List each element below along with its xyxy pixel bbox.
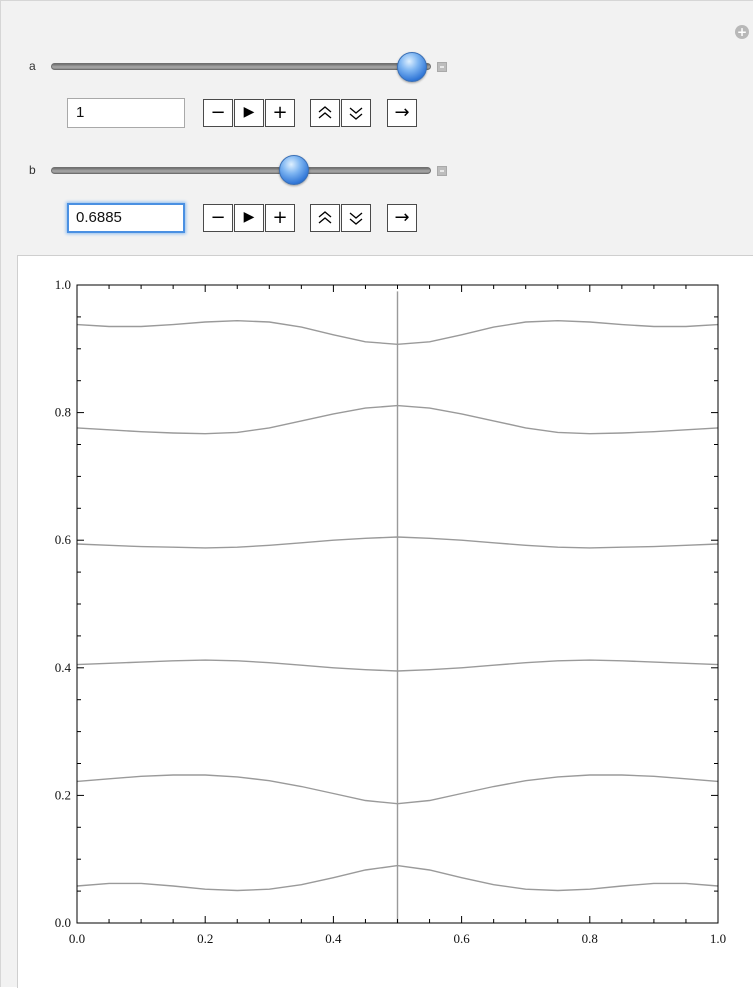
slider-b-thumb[interactable] bbox=[278, 155, 309, 185]
x-tick-label: 1.0 bbox=[710, 931, 726, 946]
y-tick-label: 0.8 bbox=[55, 405, 71, 420]
direction-button-b[interactable]: → bbox=[387, 204, 417, 232]
double-chevron-up-icon bbox=[318, 106, 332, 119]
x-tick-label: 0.8 bbox=[582, 931, 598, 946]
x-tick-label: 0.4 bbox=[325, 931, 342, 946]
y-tick-label: 0.0 bbox=[55, 915, 71, 930]
faster-button-b[interactable] bbox=[310, 204, 340, 232]
slider-a-track[interactable] bbox=[51, 63, 431, 70]
double-chevron-up-icon bbox=[318, 211, 332, 224]
double-chevron-down-icon bbox=[349, 107, 363, 120]
decrement-button-b[interactable]: − bbox=[203, 204, 233, 232]
decrement-button-a[interactable]: − bbox=[203, 99, 233, 127]
plot-area: 0.0 0.2 0.4 0.6 0.8 1.0 0.0 0.2 0.4 0.6 0.8 1.0 bbox=[17, 255, 753, 988]
slider-a-label: a bbox=[29, 59, 36, 73]
play-button-a[interactable]: ▶ bbox=[234, 99, 264, 127]
slower-button-b[interactable] bbox=[341, 204, 371, 232]
faster-button-a[interactable] bbox=[310, 99, 340, 127]
y-tick-label: 1.0 bbox=[55, 277, 71, 292]
expand-box-icon[interactable] bbox=[437, 166, 447, 176]
y-tick-label: 0.6 bbox=[55, 532, 72, 547]
play-button-b[interactable]: ▶ bbox=[234, 204, 264, 232]
x-tick-label: 0.6 bbox=[453, 931, 470, 946]
x-tick-label: 0.0 bbox=[69, 931, 85, 946]
slider-b-label: b bbox=[29, 163, 36, 177]
increment-button-b[interactable]: + bbox=[265, 204, 295, 232]
direction-button-a[interactable]: → bbox=[387, 99, 417, 127]
slider-a-value-field[interactable]: 1 bbox=[67, 98, 185, 128]
slider-b-track[interactable] bbox=[51, 167, 431, 174]
line-chart: 0.0 0.2 0.4 0.6 0.8 1.0 0.0 0.2 0.4 0.6 0.8 1.0 bbox=[55, 277, 726, 946]
increment-button-a[interactable]: + bbox=[265, 99, 295, 127]
tick-layer: 0.0 0.2 0.4 0.6 0.8 1.0 0.0 0.2 0.4 0.6 0.8 1.0 bbox=[55, 277, 726, 946]
slider-b-value-field[interactable]: 0.6885 bbox=[67, 203, 185, 233]
expand-box-icon[interactable] bbox=[437, 62, 447, 72]
slower-button-a[interactable] bbox=[341, 99, 371, 127]
x-tick-label: 0.2 bbox=[197, 931, 213, 946]
double-chevron-down-icon bbox=[349, 212, 363, 225]
slider-a-thumb[interactable] bbox=[397, 52, 427, 82]
y-tick-label: 0.4 bbox=[55, 660, 72, 675]
y-tick-label: 0.2 bbox=[55, 787, 71, 802]
plus-icon[interactable]: + bbox=[735, 25, 749, 39]
series-layer bbox=[76, 291, 719, 923]
